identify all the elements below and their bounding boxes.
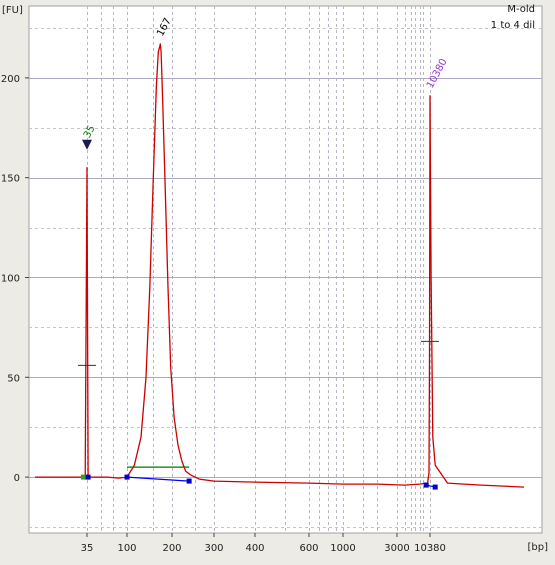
y-unit-label: [FU] [2, 5, 23, 16]
y-tick-label: 0 [14, 473, 20, 484]
baseline-segment [126, 476, 190, 482]
x-tick-label: 3000 [384, 543, 409, 554]
grid-lines [29, 6, 542, 533]
peak-label: 35 [82, 124, 98, 140]
x-tick-label: 300 [204, 543, 223, 554]
series-line [35, 43, 525, 488]
baseline-point-marker [423, 482, 429, 488]
baseline-point-marker [432, 484, 438, 490]
baseline-point-marker [85, 474, 91, 480]
baseline-point-marker [124, 474, 130, 480]
x-tick-label: 200 [162, 543, 181, 554]
x-tick-label: 400 [245, 543, 264, 554]
x-axis: 35 100 200 300 400 600 1000 3000 10380 [81, 533, 446, 554]
x-tick-label: 100 [117, 543, 136, 554]
legend-dilution: 1 to 4 dil [491, 20, 535, 31]
annotation-layer [78, 340, 439, 490]
x-tick-label: 600 [299, 543, 318, 554]
y-tick-label: 100 [1, 273, 20, 284]
y-tick-label: 200 [1, 74, 20, 85]
baseline-point-marker [80, 474, 86, 480]
y-axis: 0 50 100 150 200 [1, 74, 29, 484]
x-unit-label: [bp] [528, 542, 549, 553]
series-layer [35, 43, 525, 488]
x-tick-label: 10380 [414, 543, 446, 554]
baseline-point-marker [186, 478, 192, 484]
x-tick-label: 1000 [330, 543, 355, 554]
x-tick-label: 35 [81, 543, 94, 554]
y-tick-label: 150 [1, 174, 20, 185]
y-tick-label: 50 [7, 373, 20, 384]
lower-marker-triangle [82, 139, 92, 150]
legend-sample-name: M-old [507, 4, 535, 15]
